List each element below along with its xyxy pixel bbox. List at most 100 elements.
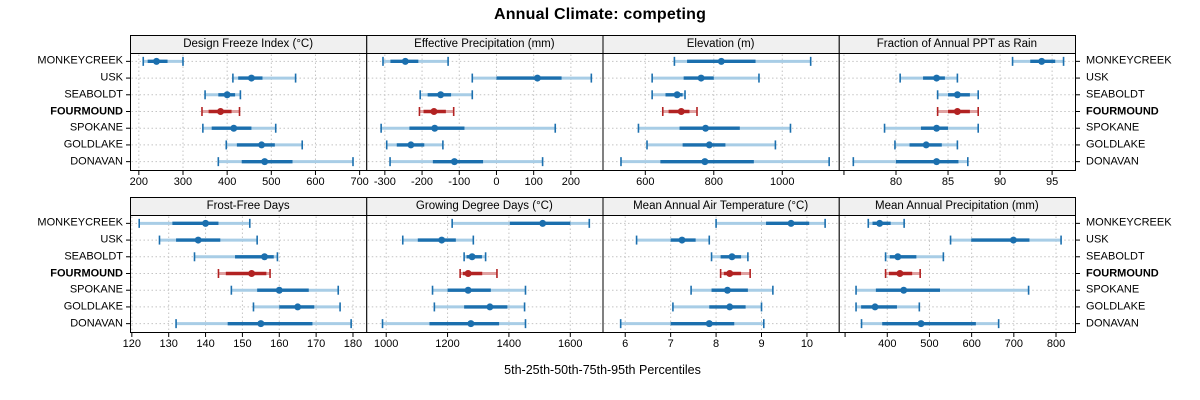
median-dot: [486, 303, 494, 311]
interval-goldlake: [646, 140, 777, 150]
station-label-right-usk: USK: [1086, 233, 1109, 246]
median-dot: [787, 219, 795, 227]
median-dot: [257, 320, 265, 328]
x-tick-label: -300: [373, 176, 396, 188]
interval-usk: [635, 235, 711, 245]
x-tick-label: 120: [122, 338, 142, 350]
x-tick-label: 800: [1046, 338, 1066, 350]
x-tick-label: 500: [262, 176, 281, 188]
interval-goldlake: [894, 140, 959, 150]
median-dot: [258, 141, 266, 149]
panel-header: Mean Annual Air Temperature (°C): [633, 200, 809, 212]
interval-usk: [471, 73, 593, 83]
x-tick-label: 700: [1004, 338, 1024, 350]
x-tick-label: 600: [306, 176, 325, 188]
median-dot: [728, 253, 736, 261]
interval-seaboldt: [193, 252, 279, 262]
median-dot: [917, 320, 925, 328]
median-dot: [677, 108, 685, 115]
x-tick-label: 1600: [558, 338, 583, 350]
station-label-left-donavan: DONAVAN: [70, 317, 123, 330]
x-tick-label: 90: [993, 176, 1007, 188]
x-tick-label: 100: [524, 176, 543, 188]
median-dot: [922, 141, 930, 149]
median-dot: [717, 57, 725, 65]
x-tick-label: 8: [713, 338, 720, 350]
interval-fourmound: [217, 269, 271, 278]
interval-monkeycreek: [867, 218, 905, 228]
interval-donavan: [175, 319, 352, 329]
station-label-right-seaboldt: SEABOLDT: [1086, 88, 1145, 101]
interval-monkeycreek: [715, 218, 826, 228]
interval-goldlake: [385, 140, 444, 150]
station-label-left-donavan: DONAVAN: [70, 155, 123, 168]
x-tick-label: 800: [704, 176, 723, 188]
median-dot: [900, 286, 908, 294]
station-label-left-fourmound: FOURMOUND: [50, 267, 123, 279]
station-label-right-fourmound: FOURMOUND: [1086, 267, 1159, 279]
station-label-right-spokane: SPOKANE: [1086, 121, 1140, 134]
panel-header: Growing Degree Days (°C): [415, 200, 553, 212]
panel-3: [838, 35, 1080, 175]
median-dot: [430, 108, 438, 115]
station-label-right-goldlake: GOLDLAKE: [1086, 138, 1146, 151]
interval-donavan: [217, 157, 354, 167]
median-dot: [230, 124, 238, 132]
interval-donavan: [620, 157, 830, 167]
interval-fourmound: [719, 269, 751, 278]
station-label-right-goldlake: GOLDLAKE: [1086, 300, 1146, 313]
median-dot: [894, 253, 902, 261]
median-dot: [247, 74, 255, 82]
interval-goldlake: [855, 302, 921, 312]
median-dot: [705, 320, 713, 328]
median-dot: [933, 158, 941, 166]
station-label-left-spokane: SPOKANE: [69, 283, 123, 296]
median-dot: [539, 219, 547, 227]
median-dot: [152, 57, 160, 65]
median-dot: [202, 219, 210, 227]
median-dot: [697, 74, 705, 82]
median-dot: [401, 57, 409, 65]
interval-goldlake: [672, 302, 763, 312]
interval-fourmound: [936, 107, 980, 116]
x-tick-label: 400: [878, 338, 897, 350]
interval-monkeycreek: [673, 56, 812, 66]
station-label-left-fourmound: FOURMOUND: [50, 105, 123, 117]
interval-monkeycreek: [382, 56, 449, 66]
x-tick-label: 6: [622, 338, 629, 350]
median-dot: [871, 303, 879, 311]
x-tick-label: 170: [306, 338, 326, 350]
interval-fourmound: [201, 107, 241, 116]
interval-spokane: [637, 123, 792, 133]
station-label-right-donavan: DONAVAN: [1086, 317, 1139, 330]
x-tick-label: 130: [159, 338, 178, 350]
median-dot: [437, 91, 445, 99]
chart-title: Annual Climate: competing: [493, 6, 707, 23]
interval-spokane: [690, 285, 774, 295]
panel-1: [366, 35, 604, 175]
station-label-left-usk: USK: [100, 233, 123, 246]
interval-spokane: [202, 123, 277, 133]
station-label-left-spokane: SPOKANE: [69, 121, 123, 134]
x-tick-label: 160: [270, 338, 289, 350]
median-dot: [701, 158, 709, 166]
interval-seaboldt: [651, 90, 686, 100]
median-dot: [953, 91, 961, 99]
interval-donavan: [860, 319, 1000, 329]
panel-0: [126, 35, 368, 175]
x-tick-label: 1000: [770, 176, 795, 188]
interval-seaboldt: [710, 252, 749, 262]
interval-goldlake: [225, 140, 304, 150]
interval-monkeycreek: [1011, 56, 1065, 66]
median-dot: [194, 236, 202, 244]
station-label-right-seaboldt: SEABOLDT: [1086, 250, 1145, 263]
interval-usk: [899, 73, 959, 83]
station-label-left-usk: USK: [100, 71, 123, 84]
panel-header: Effective Precipitation (mm): [414, 38, 555, 50]
median-dot: [438, 236, 446, 244]
median-dot: [450, 158, 458, 166]
x-tick-label: 500: [920, 338, 939, 350]
panel-6: [602, 197, 840, 337]
x-tick-label: -200: [411, 176, 434, 188]
